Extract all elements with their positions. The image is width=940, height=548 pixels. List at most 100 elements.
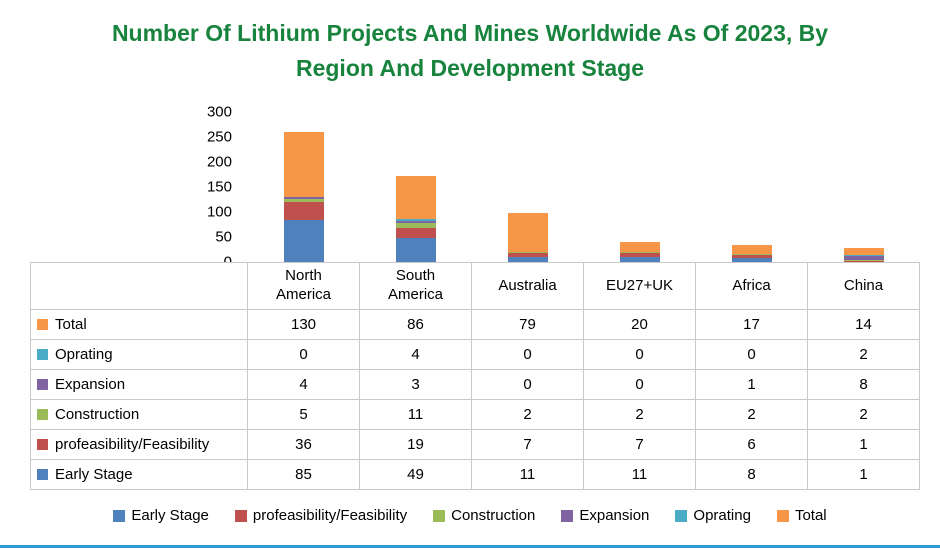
series-swatch-icon xyxy=(37,409,48,420)
bar-segment xyxy=(732,258,772,262)
bar-segment xyxy=(284,199,324,202)
table-row-label-cell: profeasibility/Feasibility xyxy=(30,430,248,460)
stacked-bar xyxy=(396,176,436,262)
table-value-cell: 2 xyxy=(696,400,808,430)
table-header-cell: South America xyxy=(360,262,472,310)
bar-segment xyxy=(396,176,436,219)
table-header-row: North America South America Australia EU27+… xyxy=(30,262,920,310)
table-value-cell: 79 xyxy=(472,310,584,340)
series-swatch-icon xyxy=(37,439,48,450)
table-header-cell: China xyxy=(808,262,920,310)
table-row: Expansion 4 3 0 0 1 8 xyxy=(30,370,920,400)
table-row: Construction 5 11 2 2 2 2 xyxy=(30,400,920,430)
legend-swatch-icon xyxy=(234,509,247,522)
table-value-cell: 8 xyxy=(696,460,808,490)
bar-segment xyxy=(508,256,548,262)
legend-item: Expansion xyxy=(561,507,649,524)
bar-segment xyxy=(620,252,660,253)
plot-area xyxy=(248,112,920,262)
table-row-label-cell: Total xyxy=(30,310,248,340)
y-axis: 300250200150100500 xyxy=(150,104,232,271)
table-row-label-cell: Early Stage xyxy=(30,460,248,490)
table-header-cell: Australia xyxy=(472,262,584,310)
series-swatch-icon xyxy=(37,349,48,360)
bar-segment xyxy=(396,228,436,238)
bar-segment xyxy=(284,201,324,220)
bar-segment xyxy=(396,221,436,223)
legend-swatch-icon xyxy=(113,509,126,522)
y-axis-tick-label: 50 xyxy=(215,228,232,246)
table-row: Oprating 0 4 0 0 0 2 xyxy=(30,340,920,370)
table-value-cell: 130 xyxy=(248,310,360,340)
stacked-bar xyxy=(284,132,324,262)
bottom-accent-bar xyxy=(0,545,940,548)
table-value-cell: 2 xyxy=(808,340,920,370)
bar-segment xyxy=(508,252,548,253)
table-value-cell: 2 xyxy=(808,400,920,430)
bar-segment xyxy=(844,260,884,261)
series-label: Total xyxy=(55,316,87,333)
series-swatch-icon xyxy=(37,379,48,390)
legend: Early Stage profeasibility/Feasibility Con… xyxy=(0,507,940,524)
legend-item: Early Stage xyxy=(113,507,209,524)
bar-segment xyxy=(508,253,548,257)
table-header-cell: Africa xyxy=(696,262,808,310)
legend-label: profeasibility/Feasibility xyxy=(252,507,408,524)
table-value-cell: 17 xyxy=(696,310,808,340)
table-value-cell: 0 xyxy=(584,340,696,370)
legend-item: profeasibility/Feasibility xyxy=(234,507,408,524)
legend-label: Early Stage xyxy=(131,507,209,524)
table-value-cell: 36 xyxy=(248,430,360,460)
series-label: Expansion xyxy=(55,376,126,393)
stacked-bar xyxy=(620,242,660,262)
bar-segment xyxy=(396,219,436,221)
bar-segment xyxy=(284,197,324,199)
table-value-cell: 0 xyxy=(248,340,360,370)
table-value-cell: 2 xyxy=(472,400,584,430)
table-value-cell: 6 xyxy=(696,430,808,460)
bar-segment xyxy=(508,212,548,252)
table-row: Early Stage 85 49 11 11 8 1 xyxy=(30,460,920,490)
y-axis-tick-label: 250 xyxy=(206,128,232,146)
table-value-cell: 4 xyxy=(360,340,472,370)
series-swatch-icon xyxy=(37,319,48,330)
table-value-cell: 1 xyxy=(696,370,808,400)
table-value-cell: 20 xyxy=(584,310,696,340)
legend-item: Total xyxy=(776,507,827,524)
series-label: Early Stage xyxy=(55,466,133,483)
table-value-cell: 11 xyxy=(584,460,696,490)
table-value-cell: 85 xyxy=(248,460,360,490)
stacked-bar xyxy=(732,245,772,262)
bar-segment xyxy=(620,256,660,262)
table-value-cell: 0 xyxy=(472,370,584,400)
table-row: Total 130 86 79 20 17 14 xyxy=(30,310,920,340)
table-value-cell: 7 xyxy=(584,430,696,460)
legend-item: Construction xyxy=(433,507,535,524)
bar-segment xyxy=(396,237,436,262)
table-value-cell: 3 xyxy=(360,370,472,400)
table-value-cell: 8 xyxy=(808,370,920,400)
stacked-bar xyxy=(844,248,884,262)
y-axis-tick-label: 300 xyxy=(206,103,232,121)
series-label: Oprating xyxy=(55,346,113,363)
table-header-cell: EU27+UK xyxy=(584,262,696,310)
y-axis-tick-label: 200 xyxy=(206,153,232,171)
legend-swatch-icon xyxy=(776,509,789,522)
table-value-cell: 4 xyxy=(248,370,360,400)
table-value-cell: 86 xyxy=(360,310,472,340)
bar-segment xyxy=(620,253,660,257)
series-swatch-icon xyxy=(37,469,48,480)
stacked-bar xyxy=(508,212,548,262)
y-axis-tick-label: 100 xyxy=(206,203,232,221)
table-value-cell: 0 xyxy=(472,340,584,370)
legend-item: Oprating xyxy=(675,507,751,524)
table-row-label-cell: Construction xyxy=(30,400,248,430)
legend-label: Construction xyxy=(451,507,536,524)
bar-segment xyxy=(732,254,772,255)
table-value-cell: 1 xyxy=(808,430,920,460)
bar-segment xyxy=(844,248,884,255)
table-value-cell: 1 xyxy=(808,460,920,490)
series-label: profeasibility/Feasibility xyxy=(55,436,210,453)
legend-swatch-icon xyxy=(561,509,574,522)
